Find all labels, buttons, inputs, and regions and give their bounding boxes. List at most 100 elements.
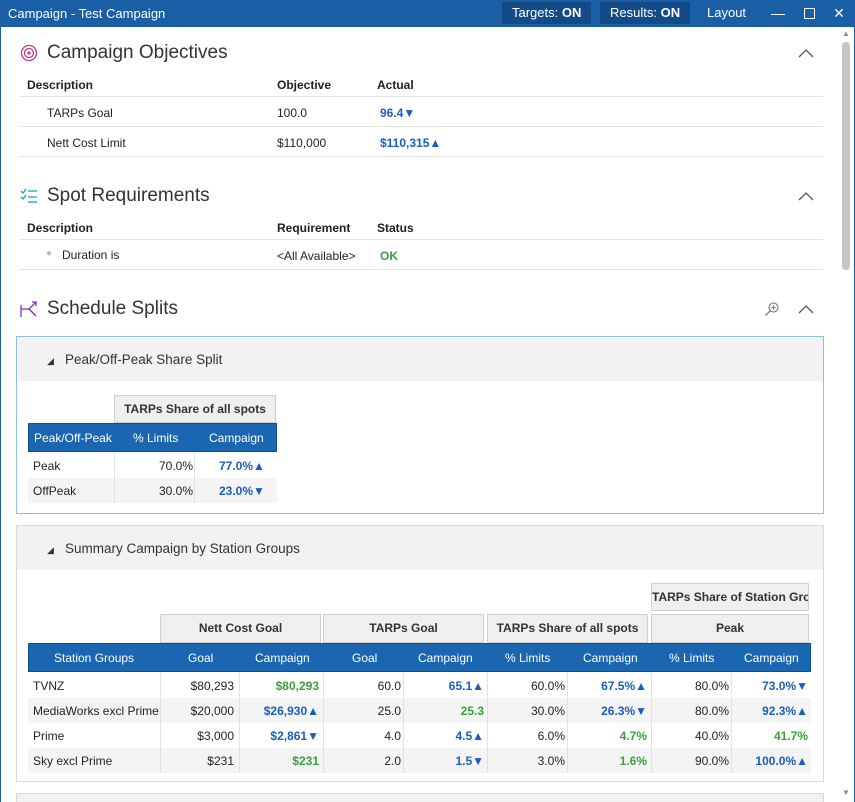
station-group-name: TVNZ	[33, 679, 65, 693]
spot-header-row: Description Requirement Status	[20, 215, 823, 240]
peak-campaign-value: 100.0%▲	[755, 754, 808, 768]
requirement-description: Duration is	[62, 248, 120, 262]
chevron-up-icon[interactable]	[797, 46, 815, 60]
targets-toggle[interactable]: Targets: ON	[502, 2, 592, 24]
campaign-value: 77.0%▲	[219, 459, 265, 473]
row-name: OffPeak	[33, 484, 77, 498]
column-divider	[651, 673, 652, 773]
tarps-goal-group: TARPs Goal	[323, 614, 484, 643]
col-peak-limits: % Limits	[669, 651, 715, 665]
status-value: OK	[380, 249, 398, 263]
cost-campaign-value: $231	[292, 754, 319, 768]
collapse-triangle-icon[interactable]: ◢	[47, 545, 54, 555]
column-divider	[487, 673, 488, 773]
table-row[interactable]: Prime $3,000 $2,861▼ 4.0 4.5▲ 6.0% 4.7% …	[28, 723, 811, 748]
col-objective: Objective	[277, 78, 332, 92]
maximize-icon[interactable]	[793, 0, 825, 27]
col-peak-offpeak: Peak/Off-Peak	[34, 431, 112, 445]
collapse-triangle-icon[interactable]: ◢	[47, 356, 54, 366]
scroll-up-icon[interactable]: ▲	[842, 29, 850, 38]
peak-offpeak-panel: ◢ Peak/Off-Peak Share Split TARPs Share …	[16, 336, 824, 514]
table-row[interactable]: OffPeak 30.0% 23.0%▼	[28, 478, 277, 503]
tarps-campaign-value: 1.5▼	[455, 754, 484, 768]
cost-campaign-value: $2,861▼	[270, 729, 319, 743]
cost-campaign-value: $80,293	[275, 679, 319, 693]
column-divider	[731, 673, 732, 773]
col-share-limits: % Limits	[505, 651, 551, 665]
cost-goal-value: $80,293	[190, 679, 234, 693]
share-limit-value: 6.0%	[537, 729, 565, 743]
close-icon[interactable]: ✕	[833, 5, 845, 21]
target-icon	[20, 44, 38, 62]
peak-campaign-value: 73.0%▼	[762, 679, 808, 693]
col-limits: % Limits	[133, 431, 179, 445]
tarps-campaign-value: 4.5▲	[455, 729, 484, 743]
summary-panel-header[interactable]: ◢ Summary Campaign by Station Groups	[17, 526, 823, 570]
nett-cost-goal-group: Nett Cost Goal	[160, 614, 321, 643]
layout-button[interactable]: Layout	[707, 5, 747, 20]
table-row[interactable]: Nett Cost Limit $110,000 $110,315▲	[20, 128, 823, 157]
row-name: Peak	[33, 459, 61, 473]
share-campaign-value: 26.3%▼	[601, 704, 647, 718]
col-description: Description	[27, 78, 94, 92]
objective-value: $110,000	[277, 136, 327, 150]
col-tarps-goal: Goal	[352, 651, 378, 665]
zoom-in-icon[interactable]	[764, 301, 780, 317]
table-row[interactable]: MediaWorks excl Prime $20,000 $26,930▲ 2…	[28, 698, 811, 723]
tarps-goal-value: 25.0	[377, 704, 401, 718]
objectives-header: Campaign Objectives	[20, 41, 420, 67]
chevron-up-icon[interactable]	[797, 189, 815, 203]
limit-value: 70.0%	[159, 459, 194, 473]
peak-panel-header[interactable]: ◢ Peak/Off-Peak Share Split	[17, 337, 823, 381]
peak-limit-value: 40.0%	[694, 729, 729, 743]
targets-value: ON	[561, 5, 582, 20]
scroll-down-icon[interactable]: ▼	[842, 788, 850, 797]
column-divider	[160, 673, 161, 773]
window-title: Campaign - Test Campaign	[8, 6, 166, 21]
next-panel-edge	[16, 793, 824, 802]
col-share-campaign: Campaign	[583, 651, 638, 665]
tarps-share-group-header: TARPs Share of all spots	[114, 395, 276, 423]
table-row[interactable]: ● Duration is <All Available> OK	[20, 241, 823, 270]
cost-goal-value: $231	[207, 754, 234, 768]
title-bar: Campaign - Test Campaign Targets: ON Res…	[0, 0, 855, 27]
tarps-share-all-spots-group: TARPs Share of all spots	[487, 614, 648, 643]
results-toggle[interactable]: Results: ON	[600, 2, 691, 24]
tarps-goal-value: 4.0	[384, 729, 401, 743]
col-description: Description	[27, 221, 94, 235]
column-divider	[114, 453, 115, 503]
results-label: Results:	[610, 5, 657, 20]
window-border-left	[0, 27, 1, 802]
chevron-up-icon[interactable]	[797, 302, 815, 316]
objectives-header-row: Description Objective Actual	[20, 72, 823, 97]
table-row[interactable]: Peak 70.0% 77.0%▲	[28, 453, 277, 478]
table-row[interactable]: TARPs Goal 100.0 96.4▼	[20, 98, 823, 127]
spot-requirements-header: Spot Requirements	[20, 184, 420, 210]
checklist-icon	[20, 188, 37, 203]
station-group-name: Prime	[33, 729, 65, 743]
split-icon	[20, 301, 37, 317]
column-divider	[567, 673, 568, 773]
table-row[interactable]: Sky excl Prime $231 $231 2.0 1.5▼ 3.0% 1…	[28, 748, 811, 773]
results-value: ON	[660, 5, 681, 20]
station-group-name: Sky excl Prime	[33, 754, 113, 768]
peak-campaign-value: 92.3%▲	[762, 704, 808, 718]
column-divider	[239, 673, 240, 773]
peak-campaign-value: 41.7%	[773, 729, 808, 743]
col-actual: Actual	[377, 78, 414, 92]
peak-limit-value: 80.0%	[694, 679, 729, 693]
tarps-goal-value: 2.0	[384, 754, 401, 768]
peak-table-header: Peak/Off-Peak % Limits Campaign	[28, 423, 277, 452]
peak-limit-value: 90.0%	[694, 754, 729, 768]
minimize-icon[interactable]: —	[771, 5, 785, 21]
spot-requirements-title: Spot Requirements	[47, 185, 210, 206]
tarps-campaign-value: 25.3	[460, 704, 484, 718]
table-row[interactable]: TVNZ $80,293 $80,293 60.0 65.1▲ 60.0% 67…	[28, 673, 811, 698]
share-limit-value: 3.0%	[537, 754, 565, 768]
summary-table-header: Station Groups Goal Campaign Goal Campai…	[28, 643, 811, 672]
actual-value: 96.4▼	[380, 106, 416, 120]
col-cost-goal: Goal	[188, 651, 214, 665]
schedule-splits-header: Schedule Splits	[20, 297, 420, 323]
scrollbar-thumb[interactable]	[842, 42, 850, 270]
share-campaign-value: 4.7%	[619, 729, 647, 743]
